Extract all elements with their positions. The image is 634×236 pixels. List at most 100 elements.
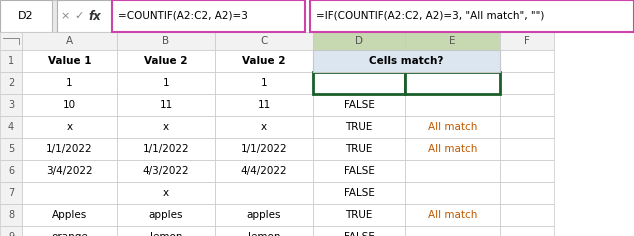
Bar	[0, 226, 22, 236]
Text: =IF(COUNTIF(A2:C2, A2)=3, "All match", ""): =IF(COUNTIF(A2:C2, A2)=3, "All match", "…	[316, 11, 545, 21]
Text: TRUE: TRUE	[346, 210, 373, 220]
Bar	[405, 182, 500, 204]
Text: 9: 9	[8, 232, 14, 236]
Text: 10: 10	[63, 100, 76, 110]
Text: All match: All match	[428, 210, 477, 220]
Bar	[22, 226, 117, 236]
Bar	[215, 204, 313, 226]
Bar	[405, 50, 500, 72]
Bar	[0, 116, 22, 138]
Bar	[22, 94, 117, 116]
Bar	[405, 138, 500, 160]
Text: All match: All match	[428, 122, 477, 132]
Bar	[0, 160, 22, 182]
Text: lemon: lemon	[150, 232, 182, 236]
Text: x: x	[163, 122, 169, 132]
Text: 5: 5	[8, 144, 14, 154]
Bar	[117, 32, 215, 50]
Text: Cells match?: Cells match?	[370, 56, 444, 66]
Bar	[313, 138, 405, 160]
Bar	[22, 138, 117, 160]
Bar	[405, 204, 500, 226]
Bar	[313, 204, 405, 226]
Bar	[500, 72, 554, 94]
Bar	[22, 182, 117, 204]
Text: TRUE: TRUE	[346, 144, 373, 154]
Bar	[117, 94, 215, 116]
Text: ×: ×	[60, 11, 70, 21]
Text: 2: 2	[8, 78, 14, 88]
Bar	[22, 72, 117, 94]
Bar	[117, 138, 215, 160]
Bar	[22, 32, 117, 50]
Bar	[52, 0, 57, 32]
Text: x: x	[67, 122, 72, 132]
Text: FALSE: FALSE	[344, 188, 375, 198]
Text: D: D	[355, 36, 363, 46]
Text: 1: 1	[8, 56, 14, 66]
Text: A: A	[66, 36, 73, 46]
Text: All match: All match	[428, 144, 477, 154]
Bar	[405, 32, 500, 50]
Bar	[215, 116, 313, 138]
Text: FALSE: FALSE	[344, 100, 375, 110]
Text: 8: 8	[8, 210, 14, 220]
Bar	[313, 116, 405, 138]
Bar	[310, 0, 634, 32]
Bar	[313, 32, 405, 50]
Text: 11: 11	[159, 100, 172, 110]
Text: 4: 4	[8, 122, 14, 132]
Text: apples: apples	[149, 210, 183, 220]
Text: 11: 11	[257, 100, 271, 110]
Bar	[22, 160, 117, 182]
Bar	[0, 94, 22, 116]
Text: 1: 1	[163, 78, 169, 88]
Bar	[215, 160, 313, 182]
Bar	[215, 50, 313, 72]
Bar	[0, 0, 52, 32]
Text: =COUNTIF(A2:C2, A2)=3: =COUNTIF(A2:C2, A2)=3	[118, 11, 248, 21]
Text: x: x	[261, 122, 267, 132]
Bar	[117, 50, 215, 72]
Text: FALSE: FALSE	[344, 232, 375, 236]
Bar	[0, 72, 22, 94]
Bar	[313, 160, 405, 182]
Bar	[215, 226, 313, 236]
Bar	[405, 94, 500, 116]
Text: Value 2: Value 2	[242, 56, 286, 66]
Bar	[500, 160, 554, 182]
Text: E: E	[450, 36, 456, 46]
Bar	[313, 50, 405, 72]
Bar	[500, 116, 554, 138]
Text: D2: D2	[18, 11, 34, 21]
Text: 1: 1	[66, 78, 73, 88]
Bar	[313, 72, 405, 94]
Text: fx: fx	[89, 9, 101, 22]
Text: 3/4/2022: 3/4/2022	[46, 166, 93, 176]
Bar	[0, 50, 22, 72]
Bar	[57, 0, 112, 32]
Bar	[117, 160, 215, 182]
Text: x: x	[163, 188, 169, 198]
Text: ✓: ✓	[74, 11, 84, 21]
Bar	[0, 182, 22, 204]
Bar	[215, 182, 313, 204]
Bar	[0, 138, 22, 160]
Bar	[500, 94, 554, 116]
Text: F: F	[524, 36, 530, 46]
Bar	[117, 204, 215, 226]
Bar	[22, 116, 117, 138]
Bar	[313, 94, 405, 116]
Bar	[500, 182, 554, 204]
Bar	[22, 204, 117, 226]
Text: All match: All match	[428, 78, 477, 88]
Bar	[215, 72, 313, 94]
Bar	[215, 94, 313, 116]
Bar	[405, 116, 500, 138]
Bar	[117, 182, 215, 204]
Bar	[500, 204, 554, 226]
Text: 4/4/2022: 4/4/2022	[241, 166, 287, 176]
Text: Apples: Apples	[52, 210, 87, 220]
Text: Value 2: Value 2	[145, 56, 188, 66]
Text: B: B	[162, 36, 169, 46]
